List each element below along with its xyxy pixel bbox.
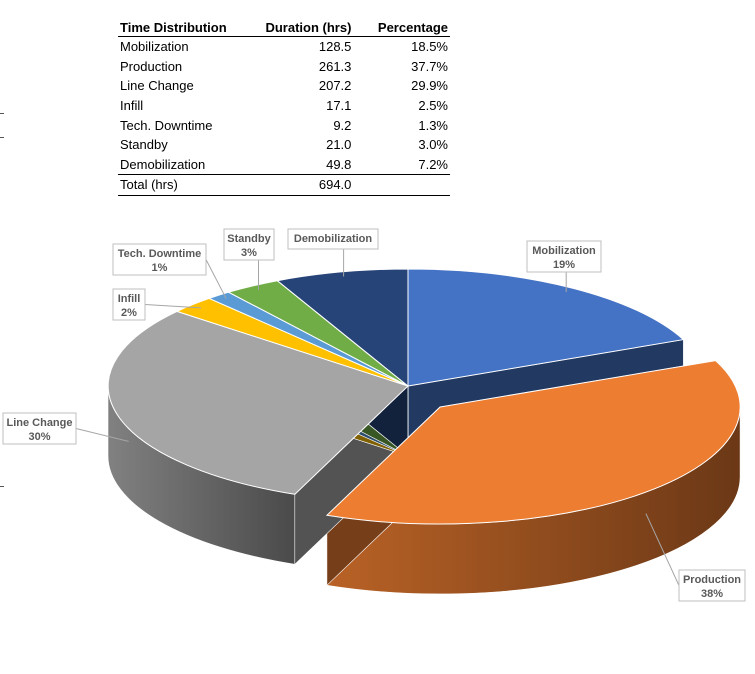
row-percentage: 2.5% bbox=[418, 98, 448, 114]
table-row: Line Change 207.2 29.9% bbox=[118, 76, 450, 96]
data-label-box bbox=[223, 228, 275, 261]
row-label: Mobilization bbox=[120, 39, 189, 55]
row-duration: 21.0 bbox=[326, 137, 352, 153]
row-duration: 261.3 bbox=[318, 58, 352, 74]
table-header-row: Time Distribution Duration (hrs) Percent… bbox=[118, 18, 450, 37]
data-label-category: Line Change bbox=[6, 417, 72, 429]
pie-slice-line-change bbox=[107, 310, 409, 495]
total-duration: 694.0 bbox=[258, 174, 354, 196]
time-distribution-table: Time Distribution Duration (hrs) Percent… bbox=[118, 18, 450, 196]
data-label-category: Infill bbox=[118, 293, 141, 305]
data-label-leader-line bbox=[645, 513, 680, 586]
data-label-category: Standby bbox=[227, 233, 271, 245]
pie-slice-production bbox=[325, 360, 741, 525]
data-label-percent: 2% bbox=[121, 307, 137, 319]
row-label: Standby bbox=[120, 137, 168, 153]
table-total-row: Total (hrs) 694.0 bbox=[118, 174, 450, 196]
table-row: Mobilization 128.5 18.5% bbox=[118, 37, 450, 57]
data-label-category: Tech. Downtime bbox=[118, 248, 202, 260]
row-percentage: 29.9% bbox=[411, 78, 448, 94]
row-label: Production bbox=[120, 58, 183, 74]
margin-tick bbox=[0, 113, 4, 114]
row-label: Infill bbox=[120, 98, 144, 114]
row-label: Tech. Downtime bbox=[120, 117, 213, 133]
table-row: Demobilization 49.8 7.2% bbox=[118, 155, 450, 175]
data-label-box bbox=[112, 288, 146, 321]
data-label-box bbox=[287, 228, 379, 250]
row-percentage: 37.7% bbox=[411, 58, 448, 74]
header-percentage: Percentage bbox=[353, 18, 450, 37]
data-label-leader-line bbox=[205, 259, 227, 300]
data-label-percent: 3% bbox=[241, 247, 257, 259]
data-label-percent: 30% bbox=[28, 431, 50, 443]
data-label-category: Mobilization bbox=[532, 245, 596, 257]
row-percentage: 1.3% bbox=[418, 117, 448, 133]
header-duration: Duration (hrs) bbox=[258, 18, 354, 37]
table-row: Production 261.3 37.7% bbox=[118, 57, 450, 77]
header-time-distribution: Time Distribution bbox=[118, 18, 259, 37]
row-duration: 17.1 bbox=[326, 98, 352, 114]
data-label-percent: 1% bbox=[152, 262, 168, 274]
table-row: Tech. Downtime 9.2 1.3% bbox=[118, 115, 450, 135]
data-label-category: Production bbox=[683, 574, 741, 586]
pie-slice-mobilization bbox=[407, 268, 685, 387]
margin-tick bbox=[0, 137, 4, 138]
margin-tick bbox=[0, 486, 4, 487]
data-label-percent: 38% bbox=[701, 588, 723, 600]
data-label-box bbox=[526, 240, 602, 273]
row-duration: 49.8 bbox=[326, 156, 352, 172]
row-percentage: 3.0% bbox=[418, 137, 448, 153]
data-label-box bbox=[2, 412, 77, 445]
table-row: Standby 21.0 3.0% bbox=[118, 135, 450, 155]
row-label: Line Change bbox=[120, 78, 194, 94]
data-label-leader-line bbox=[144, 304, 202, 309]
data-label-category: Demobilization bbox=[294, 233, 373, 245]
data-label-leader-line bbox=[75, 428, 129, 442]
data-label-percent: 19% bbox=[553, 259, 575, 271]
data-label-box bbox=[112, 243, 207, 276]
total-label: Total (hrs) bbox=[118, 174, 259, 196]
row-percentage: 7.2% bbox=[418, 156, 448, 172]
table-row: Infill 17.1 2.5% bbox=[118, 96, 450, 116]
row-duration: 207.2 bbox=[318, 78, 352, 94]
row-duration: 128.5 bbox=[318, 39, 352, 55]
pie-slice-demobilization bbox=[276, 268, 409, 388]
data-label-box bbox=[678, 569, 746, 602]
row-duration: 9.2 bbox=[333, 117, 352, 133]
row-percentage: 18.5% bbox=[411, 39, 448, 55]
total-percentage bbox=[353, 174, 450, 196]
row-label: Demobilization bbox=[120, 156, 206, 172]
